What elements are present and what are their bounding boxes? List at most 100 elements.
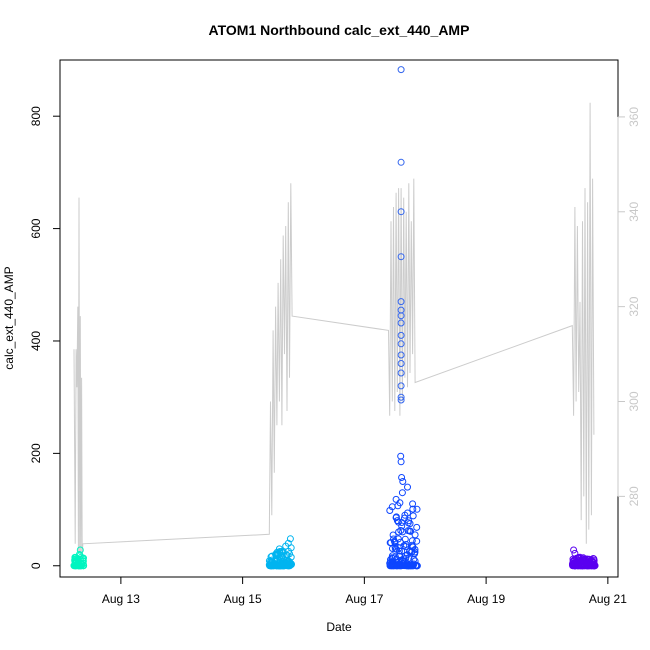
- data-point: [394, 562, 402, 570]
- data-point: [388, 503, 396, 511]
- data-point: [570, 546, 578, 554]
- x-tick-label: Aug 21: [589, 592, 627, 606]
- right-y-tick-label: 300: [627, 391, 641, 411]
- data-point: [286, 535, 294, 543]
- data-point: [395, 528, 403, 536]
- data-point: [409, 562, 417, 570]
- series-3: [386, 452, 421, 570]
- data-point: [393, 517, 401, 525]
- y-tick-label: 200: [29, 443, 43, 463]
- data-point: [398, 489, 406, 497]
- series-2: [265, 535, 295, 570]
- data-point: [397, 393, 405, 401]
- x-axis-label: Date: [326, 620, 352, 634]
- data-point: [390, 562, 398, 570]
- data-point: [397, 298, 405, 306]
- data-point: [397, 382, 405, 390]
- data-point: [396, 499, 404, 507]
- data-point: [397, 396, 405, 404]
- data-point: [587, 561, 595, 569]
- data-point: [409, 505, 417, 513]
- data-point: [402, 552, 410, 559]
- data-point: [397, 369, 405, 377]
- data-point: [276, 562, 284, 570]
- x-tick-label: Aug 13: [102, 592, 140, 606]
- data-point: [413, 523, 421, 531]
- data-point: [277, 561, 285, 569]
- data-point: [590, 562, 598, 570]
- data-point: [397, 253, 405, 261]
- data-point: [397, 458, 405, 466]
- series-4: [397, 66, 405, 404]
- data-point: [413, 537, 421, 545]
- y-tick-label: 600: [29, 218, 43, 238]
- data-point: [586, 557, 594, 565]
- data-point: [571, 562, 579, 570]
- y-tick-label: 0: [29, 562, 43, 569]
- data-point: [391, 538, 399, 546]
- data-point: [401, 511, 409, 519]
- data-point: [278, 552, 285, 560]
- data-point: [404, 527, 412, 535]
- data-point: [590, 555, 598, 563]
- x-tick-label: Aug 15: [224, 592, 262, 606]
- data-point: [401, 535, 409, 543]
- data-point: [389, 531, 397, 539]
- data-point: [395, 547, 403, 555]
- right-y-axis: 280 300 320 340 360: [617, 107, 641, 506]
- data-point: [569, 560, 576, 568]
- data-point: [397, 312, 405, 320]
- right-y-tick-label: 360: [627, 107, 641, 127]
- series-1: [70, 546, 88, 570]
- right-y-tick-label: 320: [627, 296, 641, 316]
- y-tick-label: 800: [29, 106, 43, 126]
- data-point: [398, 519, 406, 526]
- data-point: [77, 553, 85, 561]
- data-point: [287, 544, 295, 552]
- data-point: [390, 535, 397, 543]
- data-point: [386, 561, 394, 569]
- data-point: [397, 360, 405, 367]
- data-point: [410, 555, 418, 563]
- data-point: [398, 522, 406, 530]
- data-point: [397, 319, 405, 327]
- data-point: [397, 340, 405, 348]
- chart-title: ATOM1 Northbound calc_ext_440_AMP: [209, 22, 470, 38]
- x-tick-label: Aug 17: [345, 592, 383, 606]
- data-point: [391, 553, 399, 561]
- data-point: [409, 500, 417, 508]
- right-y-tick-label: 340: [627, 201, 641, 221]
- x-axis: Aug 13 Aug 15 Aug 17 Aug 19 Aug 21: [102, 576, 627, 606]
- data-point: [397, 331, 405, 339]
- data-point: [397, 158, 405, 166]
- data-point: [411, 531, 419, 539]
- data-point: [398, 474, 406, 481]
- data-point: [402, 543, 410, 550]
- scatter-points-layer: [70, 66, 599, 570]
- data-point: [404, 483, 411, 491]
- data-point: [268, 556, 276, 564]
- line-series: [73, 102, 595, 559]
- data-point: [402, 561, 410, 569]
- data-point: [575, 562, 583, 570]
- data-point: [391, 542, 399, 550]
- data-point: [76, 552, 84, 560]
- y-tick-label: 400: [29, 331, 43, 351]
- data-point: [581, 556, 589, 564]
- data-point: [408, 541, 416, 549]
- data-point: [285, 557, 293, 565]
- data-point: [413, 505, 421, 513]
- data-point: [575, 558, 583, 566]
- data-point: [413, 562, 421, 570]
- series-5: [569, 546, 599, 570]
- data-point: [79, 560, 87, 567]
- data-point: [409, 512, 417, 520]
- data-point: [397, 66, 405, 74]
- right-y-tick-label: 280: [627, 486, 641, 506]
- line-series-layer: [73, 102, 595, 559]
- data-point: [388, 552, 396, 560]
- data-point: [389, 545, 396, 552]
- data-point: [279, 548, 287, 556]
